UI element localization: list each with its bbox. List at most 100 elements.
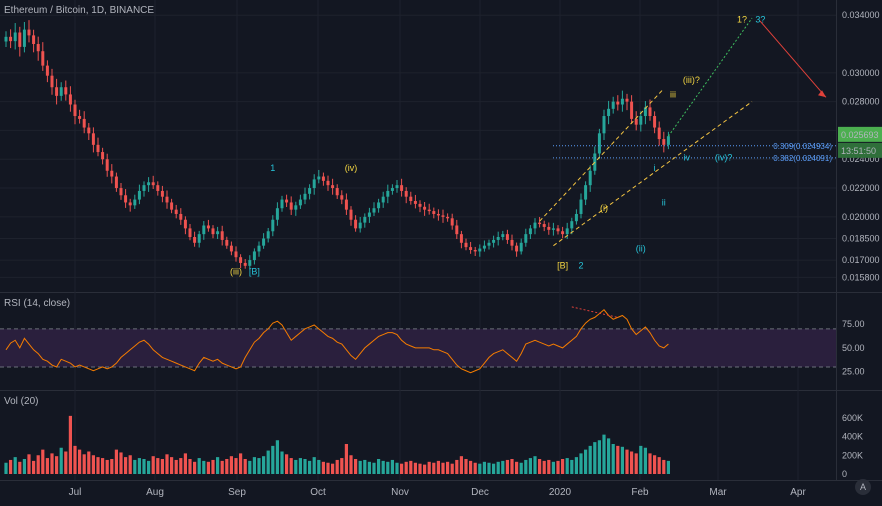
projection-up-arrow — [667, 17, 753, 137]
volume-bar — [312, 457, 316, 474]
volume-bar — [528, 458, 532, 474]
volume-bar — [579, 453, 583, 474]
candle-body — [170, 202, 174, 210]
candle-body — [547, 226, 551, 230]
volume-bar — [464, 459, 468, 474]
candle-body — [124, 195, 128, 203]
volume-bar — [133, 459, 137, 474]
volume-bar — [271, 445, 275, 474]
candle-body — [78, 116, 82, 119]
candle-body — [36, 44, 40, 52]
volume-bar — [593, 442, 597, 474]
volume-bar — [607, 438, 611, 474]
candle-body — [294, 205, 298, 210]
candle-body — [496, 237, 500, 240]
candle-body — [216, 231, 220, 235]
candle-body — [657, 127, 661, 140]
volume-bar — [321, 461, 325, 474]
volume-bar — [234, 458, 238, 474]
volume-bar — [257, 458, 261, 474]
candle-body — [607, 108, 611, 117]
volume-bar — [643, 447, 647, 474]
volume-bar — [308, 460, 312, 474]
volume-bar — [377, 459, 381, 474]
volume-bar — [584, 449, 588, 474]
candle-body — [574, 213, 578, 222]
volume-bar — [193, 461, 197, 474]
rsi-axis-label: 25.00 — [842, 367, 865, 377]
auto-scale-button[interactable]: A — [855, 479, 871, 495]
candle-body — [27, 29, 31, 36]
candle-body — [409, 196, 413, 202]
candle-body — [533, 222, 537, 229]
volume-bar — [4, 462, 8, 474]
rsi-title: RSI (14, close) — [4, 298, 70, 309]
price-axis-label: 0.034000 — [842, 10, 880, 20]
wave-label: ii — [662, 197, 666, 207]
volume-bar — [331, 463, 335, 474]
volume-bar — [294, 459, 298, 474]
candle-body — [565, 228, 569, 235]
volume-bar — [119, 452, 123, 474]
wave-label: 1? — [737, 14, 747, 24]
volume-bar — [570, 459, 574, 474]
candle-body — [73, 104, 77, 117]
volume-bar — [547, 459, 551, 474]
candle-body — [308, 188, 312, 194]
volume-bar — [128, 455, 132, 474]
volume-bar — [101, 458, 105, 474]
candle-body — [492, 239, 496, 243]
candle-body — [197, 234, 201, 243]
candle-body — [446, 216, 450, 219]
candle-body — [326, 180, 330, 186]
candle-body — [363, 216, 367, 223]
candle-body — [96, 144, 100, 153]
candle-body — [298, 199, 302, 206]
candle-body — [478, 248, 482, 252]
time-axis-label-feb: Feb — [631, 487, 649, 498]
volume-bar — [266, 450, 270, 474]
volume-bar — [280, 451, 284, 474]
candle-body — [188, 228, 192, 238]
candle-body — [110, 170, 114, 177]
time-axis-label-oct: Oct — [310, 487, 326, 498]
volume-bar — [487, 462, 491, 474]
volume-bar — [78, 449, 82, 474]
volume-bar — [524, 459, 528, 474]
candle-body — [211, 228, 215, 235]
candle-body — [666, 136, 670, 145]
volume-bar — [124, 457, 128, 474]
volume-bar — [36, 455, 40, 474]
candle-body — [179, 213, 183, 220]
candle-body — [220, 231, 224, 240]
candle-body — [59, 87, 63, 96]
volume-bar — [216, 457, 220, 474]
candle-body — [487, 242, 491, 246]
volume-bar — [459, 456, 463, 474]
volume-bar — [156, 458, 160, 474]
candle-body — [354, 219, 358, 229]
channel-lower — [553, 101, 753, 247]
volume-axis-label: 0 — [842, 469, 847, 479]
candle-body — [234, 251, 238, 258]
candle-body — [418, 203, 422, 207]
volume-bar — [188, 459, 192, 474]
volume-bar — [574, 457, 578, 474]
projection-down-arrowhead — [818, 90, 826, 98]
candle-body — [18, 32, 22, 47]
wave-label: 2 — [578, 261, 583, 271]
volume-bar — [436, 460, 440, 474]
volume-bar — [354, 459, 358, 474]
candle-body — [344, 199, 348, 210]
symbol-title: Ethereum / Bitcoin, 1D, BINANCE — [4, 5, 154, 16]
volume-bar — [262, 456, 266, 474]
candle-body — [570, 221, 574, 229]
wave-label: iv — [684, 153, 691, 163]
volume-bar — [478, 463, 482, 474]
candle-body — [206, 225, 210, 229]
candle-body — [128, 202, 132, 206]
candle-body — [643, 107, 647, 117]
volume-bar — [473, 462, 477, 474]
